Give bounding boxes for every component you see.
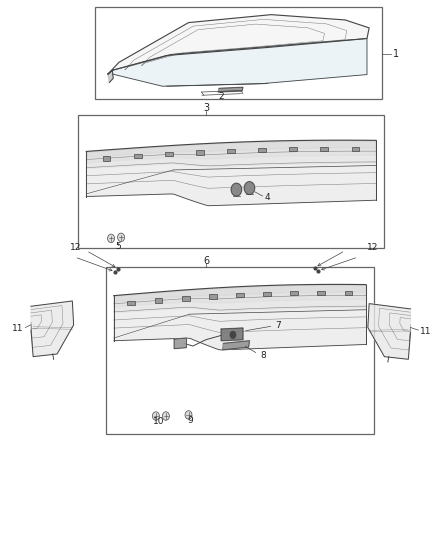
Polygon shape: [221, 328, 243, 341]
Circle shape: [231, 183, 242, 196]
Polygon shape: [114, 285, 366, 350]
Circle shape: [152, 412, 159, 420]
Bar: [106, 266, 374, 433]
Polygon shape: [108, 14, 369, 74]
Text: 5: 5: [115, 243, 121, 252]
Polygon shape: [113, 38, 367, 86]
Text: 10: 10: [153, 417, 165, 426]
Bar: [102, 156, 110, 160]
Polygon shape: [108, 70, 113, 83]
Bar: [209, 294, 217, 298]
Circle shape: [185, 411, 192, 419]
Bar: [155, 298, 162, 303]
Text: 9: 9: [187, 416, 193, 425]
Bar: [134, 154, 141, 158]
Text: 4: 4: [265, 193, 270, 202]
Bar: [318, 291, 325, 295]
Circle shape: [108, 234, 115, 243]
Bar: [320, 147, 328, 151]
Circle shape: [244, 182, 254, 195]
Text: 2: 2: [219, 92, 224, 101]
Text: 1: 1: [393, 50, 399, 59]
Text: 11: 11: [12, 324, 23, 333]
Circle shape: [162, 412, 170, 420]
Text: 8: 8: [260, 351, 266, 360]
Bar: [289, 147, 297, 151]
Bar: [345, 291, 352, 295]
Text: 6: 6: [203, 256, 209, 266]
Text: 12: 12: [367, 244, 378, 253]
Polygon shape: [368, 304, 410, 359]
Polygon shape: [174, 338, 186, 349]
Polygon shape: [223, 341, 250, 350]
Bar: [182, 296, 190, 301]
Polygon shape: [86, 140, 376, 206]
Text: 12: 12: [70, 244, 81, 253]
Bar: [236, 293, 244, 297]
Text: 7: 7: [276, 321, 281, 330]
Circle shape: [230, 331, 236, 338]
Bar: [127, 301, 135, 305]
Bar: [290, 291, 298, 295]
Bar: [227, 149, 235, 153]
Text: 11: 11: [420, 327, 431, 336]
Polygon shape: [31, 301, 74, 357]
Bar: [78, 115, 385, 248]
Polygon shape: [218, 87, 243, 92]
Bar: [95, 7, 382, 100]
Bar: [258, 148, 266, 152]
Bar: [196, 150, 204, 155]
Bar: [263, 292, 271, 296]
Bar: [165, 152, 173, 156]
Circle shape: [117, 233, 124, 241]
Text: 3: 3: [203, 103, 209, 114]
Bar: [352, 147, 359, 151]
